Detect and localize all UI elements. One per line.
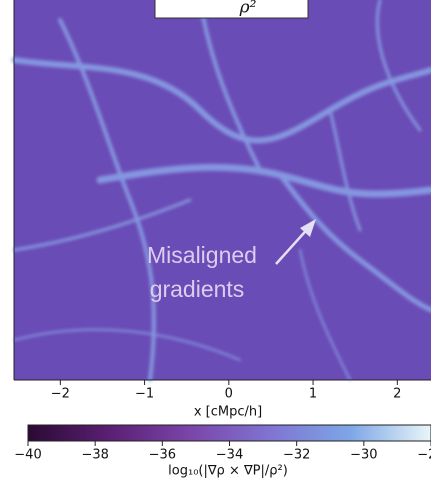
colorbar [28, 425, 431, 441]
colorbar-tick-label: −34 [216, 448, 243, 463]
colorbar-tick-label: −40 [14, 448, 41, 463]
colorbar-tick-label: −32 [283, 448, 310, 463]
colorbar-tick-label: −36 [149, 448, 176, 463]
equation-fragment: ρ² [239, 0, 257, 18]
colorbar-label: log₁₀(|∇ρ × ∇P|/ρ²) [168, 464, 288, 479]
x-tick-label: −1 [135, 387, 154, 402]
page: ρ² Misaligned gradients x [cMpc/h] log₁₀… [0, 0, 431, 480]
x-tick-label: −2 [51, 387, 70, 402]
equation-box [155, 0, 308, 18]
annotation: gradients [150, 276, 245, 302]
annotation: Misaligned [147, 242, 257, 268]
colorbar-tick-label: −30 [350, 448, 377, 463]
x-tick-label: 2 [393, 387, 401, 402]
figure: ρ² Misaligned gradients x [cMpc/h] log₁₀… [0, 0, 431, 480]
colorbar-tick-label: −38 [81, 448, 108, 463]
x-tick-label: 0 [225, 387, 233, 402]
colorbar-tick-label: −28 [417, 448, 431, 463]
x-axis-label: x [cMpc/h] [194, 405, 262, 420]
x-tick-label: 1 [309, 387, 317, 402]
